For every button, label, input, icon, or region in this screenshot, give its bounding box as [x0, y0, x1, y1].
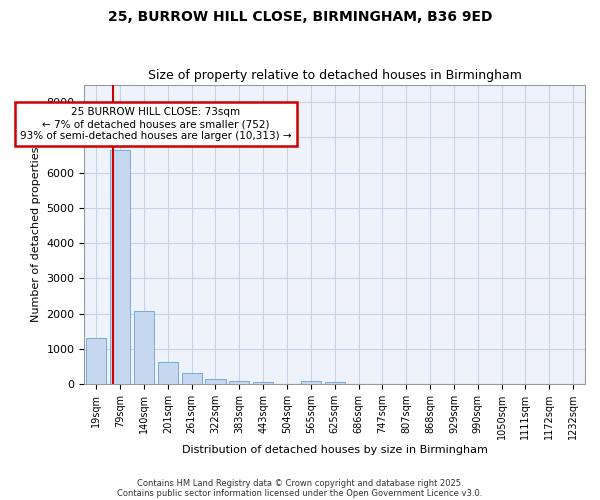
Title: Size of property relative to detached houses in Birmingham: Size of property relative to detached ho…	[148, 69, 521, 82]
Text: 25, BURROW HILL CLOSE, BIRMINGHAM, B36 9ED: 25, BURROW HILL CLOSE, BIRMINGHAM, B36 9…	[108, 10, 492, 24]
Bar	[325, 382, 345, 384]
Bar	[182, 374, 202, 384]
Bar	[229, 380, 250, 384]
Bar	[205, 379, 226, 384]
Bar	[134, 310, 154, 384]
Bar	[301, 380, 321, 384]
Bar	[86, 338, 106, 384]
Text: Contains HM Land Registry data © Crown copyright and database right 2025.: Contains HM Land Registry data © Crown c…	[137, 478, 463, 488]
Bar	[253, 382, 274, 384]
Y-axis label: Number of detached properties: Number of detached properties	[31, 146, 41, 322]
Bar	[110, 150, 130, 384]
X-axis label: Distribution of detached houses by size in Birmingham: Distribution of detached houses by size …	[182, 445, 488, 455]
Bar	[158, 362, 178, 384]
Text: Contains public sector information licensed under the Open Government Licence v3: Contains public sector information licen…	[118, 488, 482, 498]
Text: 25 BURROW HILL CLOSE: 73sqm
← 7% of detached houses are smaller (752)
93% of sem: 25 BURROW HILL CLOSE: 73sqm ← 7% of deta…	[20, 108, 292, 140]
